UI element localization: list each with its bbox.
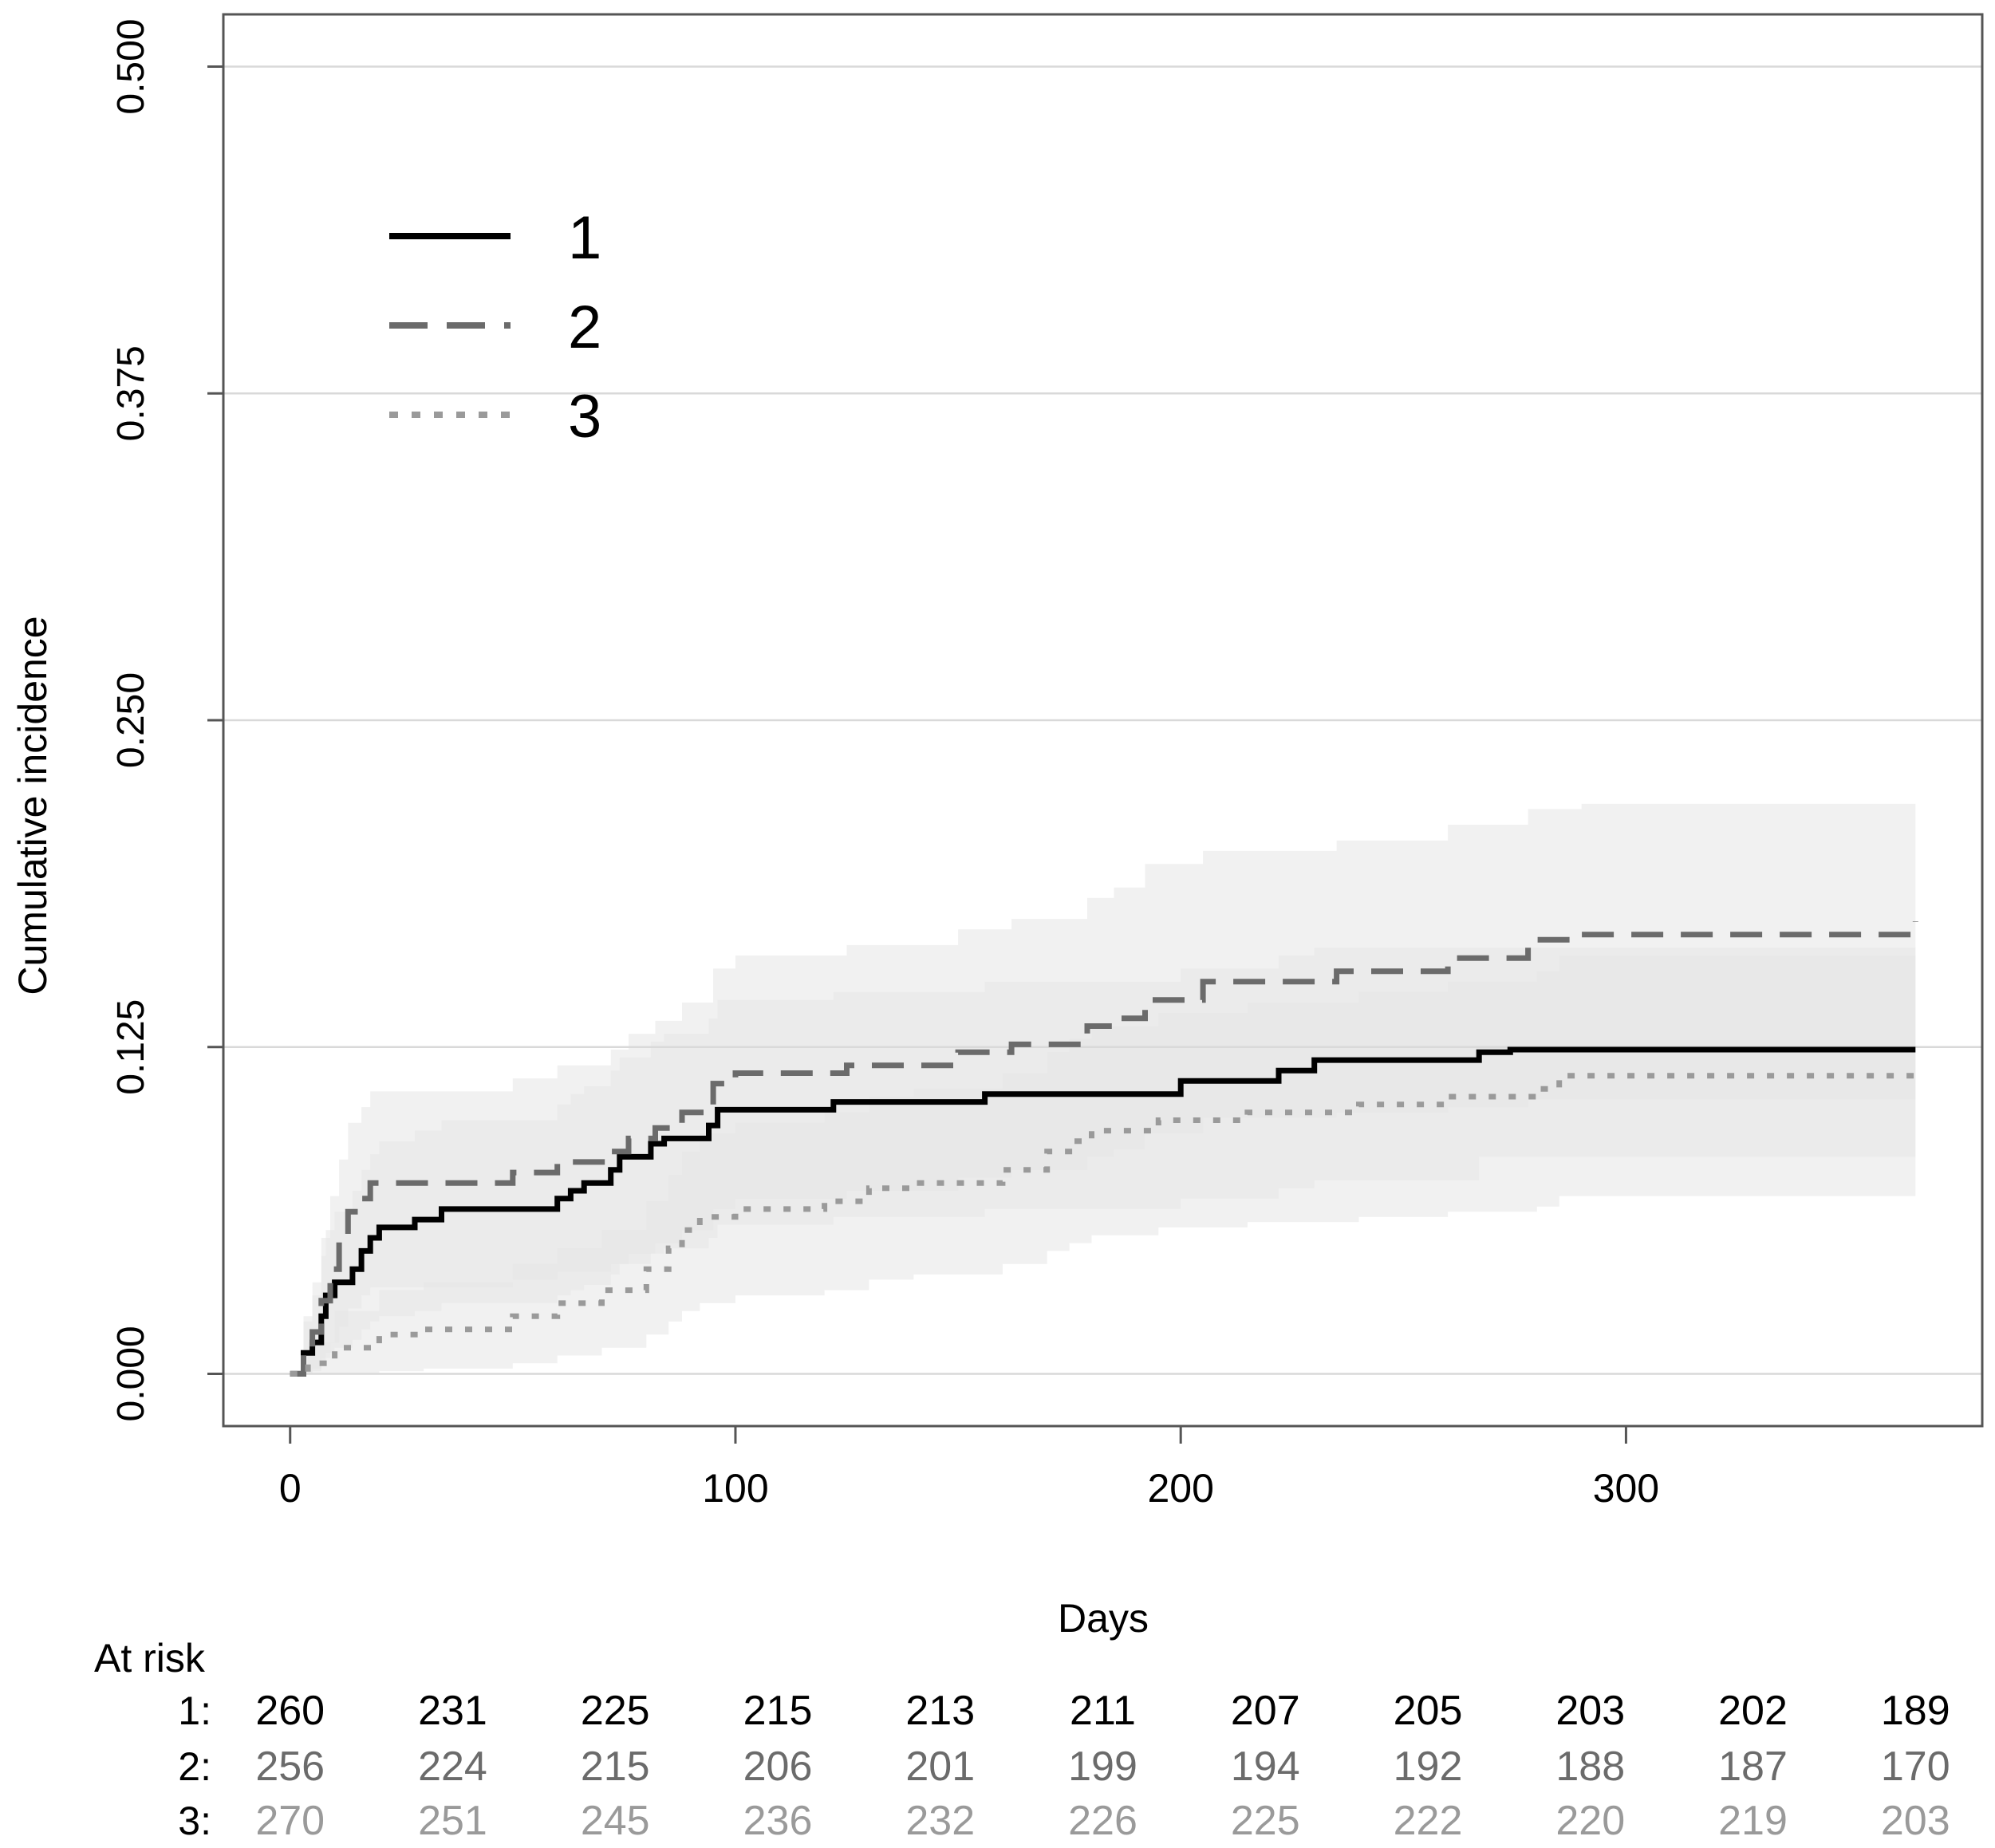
at-risk-value-1-0: 260 — [255, 1688, 325, 1734]
at-risk-value-2-0: 256 — [255, 1744, 325, 1790]
x-axis: 0 100 200 300 — [279, 1424, 1659, 1511]
legend-label-2: 2 — [568, 294, 601, 361]
at-risk-value-1-5: 211 — [1070, 1688, 1136, 1734]
at-risk-value-2-2: 215 — [581, 1744, 650, 1790]
x-tick-label-2: 200 — [1147, 1466, 1213, 1511]
at-risk-value-3-7: 222 — [1394, 1798, 1463, 1844]
y-tick-label-2: 0.250 — [110, 672, 152, 768]
at-risk-value-3-9: 219 — [1718, 1798, 1788, 1844]
at-risk-value-1-9: 202 — [1718, 1688, 1788, 1734]
at-risk-value-2-3: 206 — [743, 1744, 813, 1790]
at-risk-value-2-4: 201 — [905, 1744, 975, 1790]
at-risk-title: At risk — [94, 1636, 206, 1681]
at-risk-value-3-8: 220 — [1555, 1798, 1625, 1844]
at-risk-row-label-1: 1: — [178, 1688, 211, 1733]
at-risk-value-1-3: 215 — [743, 1688, 813, 1734]
at-risk-value-1-8: 203 — [1555, 1688, 1625, 1734]
at-risk-value-3-5: 226 — [1068, 1798, 1137, 1844]
at-risk-value-2-5: 199 — [1068, 1744, 1137, 1790]
legend: 1 2 3 — [389, 204, 601, 451]
series-lines — [290, 921, 1918, 1377]
y-tick-label-4: 0.500 — [110, 18, 152, 114]
at-risk-table: At risk 1: 260 231 225 215 213 211 207 205 203 202 1… — [94, 1636, 1950, 1844]
at-risk-value-3-1: 251 — [418, 1798, 487, 1844]
at-risk-value-2-9: 187 — [1718, 1744, 1788, 1790]
y-axis: 0.000 0.125 0.250 0.375 0.500 — [110, 18, 225, 1422]
at-risk-value-2-8: 188 — [1555, 1744, 1625, 1790]
at-risk-value-3-2: 245 — [581, 1798, 650, 1844]
y-tick-label-3: 0.375 — [110, 345, 152, 441]
gridlines — [223, 65, 1982, 1375]
at-risk-value-3-10: 203 — [1881, 1798, 1950, 1844]
series-line-2 — [290, 921, 1918, 1377]
at-risk-row-label-2: 2: — [178, 1744, 211, 1789]
legend-label-3: 3 — [568, 383, 601, 451]
y-tick-label-1: 0.125 — [110, 999, 152, 1095]
x-tick-label-3: 300 — [1593, 1466, 1659, 1511]
at-risk-row-label-3: 3: — [178, 1799, 211, 1843]
at-risk-value-1-4: 213 — [905, 1688, 975, 1734]
x-axis-label: Days — [1058, 1596, 1149, 1641]
series-line-3 — [290, 1073, 1916, 1377]
at-risk-value-1-10: 189 — [1881, 1688, 1950, 1734]
x-tick-label-1: 100 — [702, 1466, 768, 1511]
confidence-band-series-3 — [290, 956, 1916, 1374]
at-risk-value-1-1: 231 — [418, 1688, 487, 1734]
confidence-bands — [290, 793, 1916, 1374]
at-risk-value-1-2: 225 — [581, 1688, 650, 1734]
at-risk-value-2-1: 224 — [418, 1744, 487, 1790]
at-risk-value-2-7: 192 — [1394, 1744, 1463, 1790]
at-risk-value-3-0: 270 — [255, 1798, 325, 1844]
at-risk-value-1-7: 205 — [1394, 1688, 1463, 1734]
at-risk-value-3-4: 232 — [905, 1798, 975, 1844]
series-line-1 — [290, 1046, 1916, 1377]
at-risk-value-2-6: 194 — [1231, 1744, 1300, 1790]
at-risk-value-3-6: 225 — [1231, 1798, 1300, 1844]
y-tick-label-0: 0.000 — [110, 1326, 152, 1421]
y-axis-label: Cumulative incidence — [10, 616, 55, 995]
at-risk-value-2-10: 170 — [1881, 1744, 1950, 1790]
legend-label-1: 1 — [568, 204, 601, 272]
at-risk-value-1-6: 207 — [1231, 1688, 1300, 1734]
at-risk-value-3-3: 236 — [743, 1798, 813, 1844]
x-tick-label-0: 0 — [279, 1466, 302, 1511]
